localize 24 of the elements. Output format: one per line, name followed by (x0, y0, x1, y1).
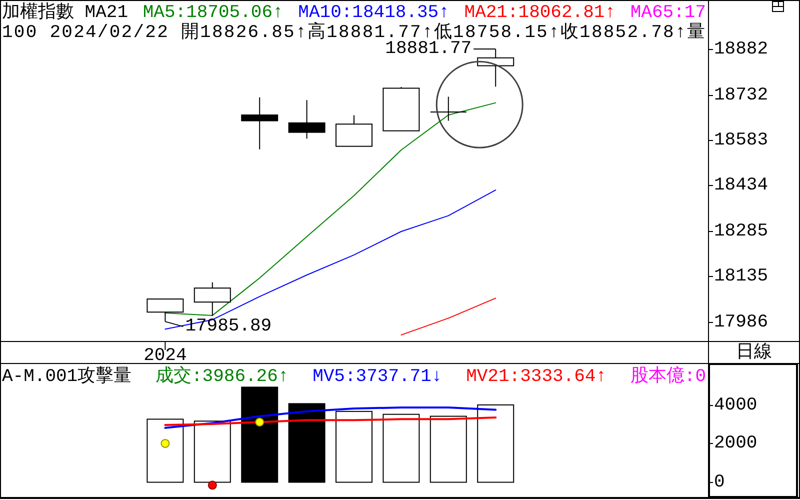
y-tick-label: 18285 (714, 222, 768, 242)
text: MA10:18418.35↑ (298, 3, 450, 23)
annotation: 18881.77 (385, 39, 472, 60)
legend-label: MA65:17 (630, 3, 706, 23)
series-label: MV5:3737.71↓ (312, 367, 442, 387)
text: MA21:18062.81↑ (464, 3, 616, 23)
y-tick-label: 18732 (714, 86, 768, 106)
y-tick-label: 18583 (714, 130, 768, 150)
x-tick-label: 2024 (144, 346, 187, 366)
annotation: 17985.89 (185, 316, 272, 337)
y-tick-label: 17986 (714, 312, 768, 332)
y-tick-label: 0 (714, 472, 725, 492)
series-label: MV21:3333.64↑ (466, 367, 607, 387)
y-tick-label: 4000 (714, 396, 758, 416)
x-axis-title: 日線 (736, 342, 772, 363)
y-tick-label: 18434 (714, 176, 768, 196)
y-tick-label: 18882 (714, 40, 768, 60)
text: MA5:18705.06↑ (142, 3, 284, 23)
legend-label: 股本億:0 (630, 365, 706, 387)
series-label: 成交:3986.26↑ (155, 365, 289, 387)
chart-title: 加權指數 MA21 (2, 2, 128, 23)
y-tick-label: 2000 (714, 434, 758, 454)
chart-title: A-M.001攻擊量 (2, 366, 132, 387)
y-tick-label: 18135 (714, 266, 768, 286)
